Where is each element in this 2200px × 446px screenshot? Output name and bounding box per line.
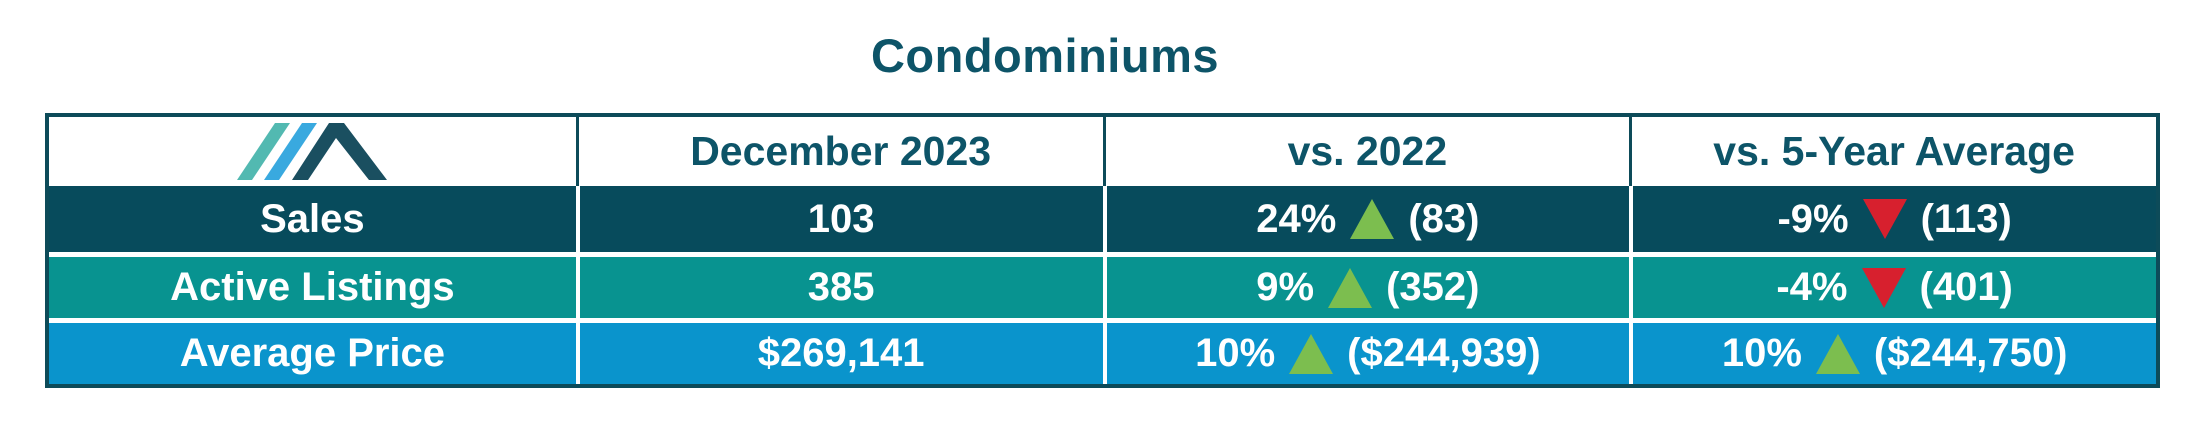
down-triangle-icon bbox=[1861, 267, 1906, 308]
up-triangle-icon bbox=[1815, 333, 1860, 374]
row-label-average-price: Average Price bbox=[179, 331, 446, 375]
average-price-vs-5yr-cell: 10% ($244,750) bbox=[1629, 323, 2156, 384]
change-percent: -9% bbox=[1777, 196, 1849, 241]
up-triangle-icon bbox=[1289, 333, 1334, 374]
change-reference: ($244,939) bbox=[1347, 331, 1541, 375]
row-label-sales: Sales bbox=[260, 196, 365, 241]
change-reference: (401) bbox=[1919, 265, 2013, 309]
up-triangle-icon bbox=[1350, 199, 1395, 239]
change-percent: -4% bbox=[1776, 265, 1848, 309]
change-reference: (83) bbox=[1408, 196, 1480, 241]
table-row-sales: Sales 103 24% (83) -9% (113) bbox=[49, 186, 2156, 252]
active-listings-vs-2022-cell: 9% (352) bbox=[1102, 257, 1630, 318]
logo-header-cell bbox=[49, 117, 576, 186]
active-listings-vs-5yr-cell: -4% (401) bbox=[1629, 257, 2156, 318]
change-reference: ($244,750) bbox=[1873, 331, 2068, 375]
change-percent: 24% bbox=[1256, 196, 1337, 241]
sales-vs-2022-cell: 24% (83) bbox=[1102, 186, 1630, 252]
change-reference: (352) bbox=[1386, 265, 1480, 309]
sales-vs-5yr-cell: -9% (113) bbox=[1629, 186, 2156, 252]
sales-current-value: 103 bbox=[575, 186, 1103, 252]
page-title: Condominiums bbox=[870, 29, 1220, 82]
table-row-active-listings: Active Listings 385 9% (352) -4% (401) bbox=[49, 252, 2156, 318]
average-price-vs-2022-cell: 10% ($244,939) bbox=[1102, 323, 1630, 384]
column-header-vs-5-year-average: vs. 5-Year Average bbox=[1629, 117, 2156, 186]
average-price-current-value: $269,141 bbox=[575, 323, 1103, 384]
condominiums-stats-table: December 2023 vs. 2022 vs. 5-Year Averag… bbox=[45, 113, 2160, 388]
table-row-average-price: Average Price $269,141 10% ($244,939) 10… bbox=[49, 318, 2156, 384]
table-header-row: December 2023 vs. 2022 vs. 5-Year Averag… bbox=[49, 117, 2156, 186]
up-triangle-icon bbox=[1328, 267, 1373, 308]
column-header-vs-2022: vs. 2022 bbox=[1102, 117, 1630, 186]
change-percent: 10% bbox=[1721, 331, 1802, 375]
mountain-peaks-logo-icon bbox=[237, 123, 388, 180]
change-reference: (113) bbox=[1920, 196, 2012, 241]
change-percent: 10% bbox=[1195, 331, 1276, 375]
row-label-active-listings: Active Listings bbox=[170, 265, 455, 309]
down-triangle-icon bbox=[1862, 199, 1907, 239]
change-percent: 9% bbox=[1256, 265, 1315, 309]
active-listings-current-value: 385 bbox=[575, 257, 1103, 318]
column-header-december-2023: December 2023 bbox=[575, 117, 1103, 186]
